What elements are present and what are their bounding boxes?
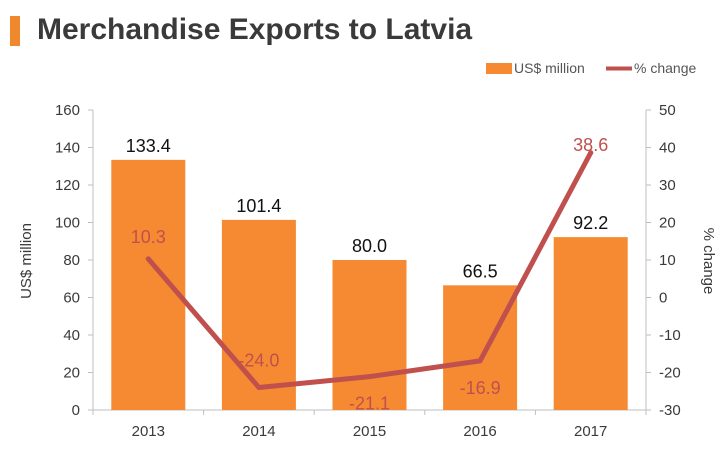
y-tick-label-left: 60: [63, 290, 80, 307]
bar-value-label: 133.4: [126, 136, 171, 156]
x-tick-label: 2013: [132, 423, 165, 440]
y-axis-title-right: % change: [700, 228, 717, 295]
y-tick-label-right: 10: [659, 252, 676, 269]
y-tick-label-left: 80: [63, 252, 80, 269]
y-tick-label-right: -10: [659, 327, 681, 344]
bar-value-label: 66.5: [463, 261, 498, 281]
line-value-label: 10.3: [131, 227, 166, 247]
y-tick-label-right: -30: [659, 402, 681, 419]
line-series: [145, 150, 594, 390]
y-tick-label-left: 140: [55, 140, 80, 157]
y-tick-label-right: 50: [659, 102, 676, 119]
y-tick-label-left: 20: [63, 365, 80, 382]
bar-data-labels: 133.4 101.4 80.0 66.5 92.2: [126, 136, 608, 281]
bar-series: [111, 159, 628, 410]
y-tick-label-left: 120: [55, 177, 80, 194]
bar: [221, 219, 296, 410]
y-tick-label-right: -20: [659, 365, 681, 382]
bar-value-label: 80.0: [352, 236, 387, 256]
axes: 0 20 40 60 80 100 120 140 160 -30 -20 -10 0 10 20 30 40 5…: [55, 102, 681, 440]
legend-swatch-bar: [486, 63, 512, 74]
title-accent-bar: [10, 16, 20, 46]
line-value-label: 38.6: [573, 135, 608, 155]
bar: [111, 159, 186, 410]
legend-label-line: % change: [634, 60, 696, 76]
y-axis-title-left: US$ million: [18, 223, 35, 299]
line-point: [256, 385, 262, 390]
x-tick-label: 2017: [574, 423, 607, 440]
bar: [443, 285, 518, 410]
x-tick-label: 2016: [463, 423, 496, 440]
y-tick-label-right: 40: [659, 140, 676, 157]
y-tick-label-left: 100: [55, 215, 80, 232]
line-point: [477, 358, 483, 364]
y-tick-label-right: 0: [659, 290, 667, 307]
line-point: [588, 150, 594, 156]
bar-value-label: 92.2: [573, 213, 608, 233]
legend-label-bar: US$ million: [514, 60, 585, 76]
chart-title: Merchandise Exports to Latvia: [37, 13, 473, 46]
line-data-labels: 10.3 -24.0 -21.1 -16.9 38.6: [131, 135, 608, 414]
y-tick-label-left: 40: [63, 327, 80, 344]
bar: [553, 237, 628, 410]
y-tick-label-left: 0: [72, 402, 80, 419]
line-value-label: -24.0: [238, 351, 279, 371]
x-tick-label: 2014: [242, 423, 275, 440]
line-point: [367, 374, 372, 380]
x-tick-label: 2015: [353, 423, 386, 440]
line-point: [145, 256, 151, 262]
legend: US$ million % change: [486, 60, 696, 76]
line-value-label: -21.1: [349, 394, 390, 414]
bar-value-label: 101.4: [236, 196, 281, 216]
line-value-label: -16.9: [460, 378, 501, 398]
y-tick-label-right: 20: [659, 215, 676, 232]
y-tick-label-right: 30: [659, 177, 676, 194]
y-tick-label-left: 160: [55, 102, 80, 119]
bar: [332, 260, 407, 410]
